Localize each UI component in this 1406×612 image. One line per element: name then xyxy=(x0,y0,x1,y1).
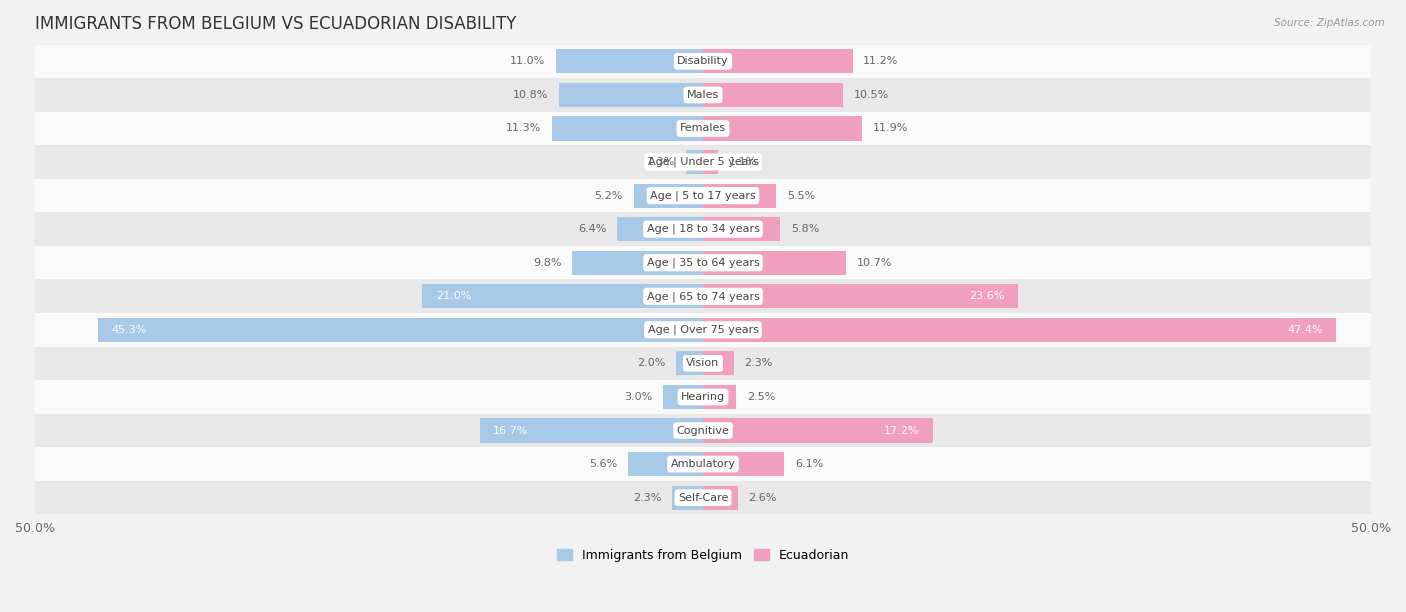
Text: 21.0%: 21.0% xyxy=(436,291,471,301)
Bar xyxy=(703,385,737,409)
Bar xyxy=(703,452,785,476)
Text: 3.0%: 3.0% xyxy=(624,392,652,402)
Bar xyxy=(35,313,1371,346)
Text: Age | Over 75 years: Age | Over 75 years xyxy=(648,324,758,335)
Text: Age | 5 to 17 years: Age | 5 to 17 years xyxy=(650,190,756,201)
Bar xyxy=(35,346,1371,380)
Text: 47.4%: 47.4% xyxy=(1288,325,1323,335)
Text: Disability: Disability xyxy=(678,56,728,66)
Bar xyxy=(703,485,738,510)
Text: 11.9%: 11.9% xyxy=(873,124,908,133)
Bar xyxy=(553,116,703,141)
Bar xyxy=(703,49,852,73)
Text: 2.3%: 2.3% xyxy=(744,359,773,368)
Bar xyxy=(686,150,703,174)
Text: Age | 35 to 64 years: Age | 35 to 64 years xyxy=(647,258,759,268)
Text: 45.3%: 45.3% xyxy=(111,325,146,335)
Text: 11.0%: 11.0% xyxy=(510,56,546,66)
Text: Age | 18 to 34 years: Age | 18 to 34 years xyxy=(647,224,759,234)
Bar xyxy=(628,452,703,476)
Bar xyxy=(703,351,734,376)
Bar xyxy=(35,78,1371,111)
Text: 6.1%: 6.1% xyxy=(796,459,824,469)
Text: 9.8%: 9.8% xyxy=(533,258,561,267)
Legend: Immigrants from Belgium, Ecuadorian: Immigrants from Belgium, Ecuadorian xyxy=(551,543,855,567)
Text: 5.5%: 5.5% xyxy=(787,190,815,201)
Bar xyxy=(672,485,703,510)
Bar xyxy=(703,251,846,275)
Bar xyxy=(703,184,776,207)
Text: Females: Females xyxy=(681,124,725,133)
Bar xyxy=(676,351,703,376)
Text: 16.7%: 16.7% xyxy=(494,425,529,436)
Text: 1.1%: 1.1% xyxy=(728,157,756,167)
Text: Age | 65 to 74 years: Age | 65 to 74 years xyxy=(647,291,759,302)
Text: 23.6%: 23.6% xyxy=(970,291,1005,301)
Bar xyxy=(558,83,703,107)
Text: 2.0%: 2.0% xyxy=(637,359,665,368)
Text: Vision: Vision xyxy=(686,359,720,368)
Text: 10.5%: 10.5% xyxy=(853,90,889,100)
Bar xyxy=(479,419,703,442)
Text: 2.5%: 2.5% xyxy=(747,392,776,402)
Bar xyxy=(703,284,1018,308)
Text: Source: ZipAtlas.com: Source: ZipAtlas.com xyxy=(1274,18,1385,28)
Text: IMMIGRANTS FROM BELGIUM VS ECUADORIAN DISABILITY: IMMIGRANTS FROM BELGIUM VS ECUADORIAN DI… xyxy=(35,15,516,33)
Bar xyxy=(422,284,703,308)
Bar xyxy=(35,447,1371,481)
Bar xyxy=(662,385,703,409)
Bar xyxy=(35,280,1371,313)
Text: Cognitive: Cognitive xyxy=(676,425,730,436)
Text: 17.2%: 17.2% xyxy=(884,425,920,436)
Text: Males: Males xyxy=(688,90,718,100)
Text: 6.4%: 6.4% xyxy=(578,224,607,234)
Text: 10.8%: 10.8% xyxy=(513,90,548,100)
Text: 2.6%: 2.6% xyxy=(748,493,776,502)
Bar xyxy=(634,184,703,207)
Bar xyxy=(703,116,862,141)
Text: 11.3%: 11.3% xyxy=(506,124,541,133)
Text: 10.7%: 10.7% xyxy=(856,258,891,267)
Bar xyxy=(555,49,703,73)
Text: Age | Under 5 years: Age | Under 5 years xyxy=(648,157,758,167)
Bar xyxy=(703,217,780,241)
Text: Ambulatory: Ambulatory xyxy=(671,459,735,469)
Text: Hearing: Hearing xyxy=(681,392,725,402)
Bar xyxy=(703,318,1336,342)
Bar xyxy=(35,246,1371,280)
Bar xyxy=(35,414,1371,447)
Bar xyxy=(35,179,1371,212)
Bar xyxy=(35,45,1371,78)
Text: 5.6%: 5.6% xyxy=(589,459,617,469)
Bar xyxy=(35,145,1371,179)
Text: Self-Care: Self-Care xyxy=(678,493,728,502)
Text: 11.2%: 11.2% xyxy=(863,56,898,66)
Bar xyxy=(703,150,717,174)
Bar xyxy=(703,419,932,442)
Bar xyxy=(572,251,703,275)
Bar xyxy=(35,111,1371,145)
Bar xyxy=(617,217,703,241)
Text: 5.8%: 5.8% xyxy=(792,224,820,234)
Text: 5.2%: 5.2% xyxy=(595,190,623,201)
Bar xyxy=(35,212,1371,246)
Text: 2.3%: 2.3% xyxy=(633,493,662,502)
Bar xyxy=(35,481,1371,515)
Bar xyxy=(98,318,703,342)
Text: 1.3%: 1.3% xyxy=(647,157,675,167)
Bar xyxy=(35,380,1371,414)
Bar xyxy=(703,83,844,107)
